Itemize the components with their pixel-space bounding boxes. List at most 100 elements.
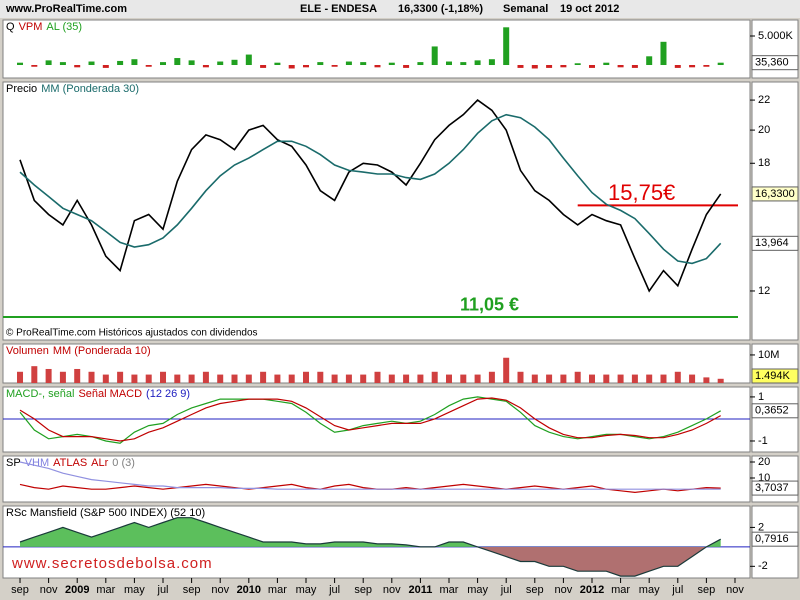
title-part: MACD-, señal <box>6 388 74 400</box>
title-part: VHM <box>25 457 49 469</box>
bar <box>417 374 424 383</box>
instrument: ELE - ENDESA <box>300 3 377 15</box>
panel-title: MACD-, señal Señal MACD (12 26 9) <box>6 388 190 400</box>
bar <box>660 41 667 66</box>
x-tick-label: sep <box>698 584 716 596</box>
bar <box>317 371 324 383</box>
bar <box>474 374 481 383</box>
bar <box>303 65 310 68</box>
level-label: 15,75€ <box>608 180 675 205</box>
watermark: www.secretosdebolsa.com <box>11 555 213 572</box>
panel-title: Precio MM (Ponderada 30) <box>6 83 139 95</box>
bar <box>45 368 52 383</box>
bar <box>546 65 553 68</box>
last-value-box <box>751 55 799 71</box>
panel-title: Volumen MM (Ponderada 10) <box>6 345 151 357</box>
bar <box>31 366 38 383</box>
last-value-box <box>751 403 799 419</box>
bar <box>288 374 295 383</box>
mm-value-label: 13,964 <box>755 237 789 249</box>
bar <box>488 371 495 383</box>
copyright: © ProRealTime.com Históricos ajustados c… <box>6 328 258 339</box>
bar <box>288 65 295 69</box>
x-tick-label: nov <box>383 584 401 596</box>
panel-title: Q VPM AL (35) <box>6 21 82 33</box>
area-down <box>477 547 707 577</box>
bar <box>202 65 209 68</box>
x-tick-label: jul <box>500 584 512 596</box>
title-part: Señal MACD <box>78 388 142 400</box>
x-tick-label: sep <box>183 584 201 596</box>
bar <box>631 65 638 68</box>
bar <box>546 374 553 383</box>
bar <box>560 374 567 383</box>
x-tick-label: jul <box>157 584 169 596</box>
x-tick-label: 2010 <box>237 584 261 596</box>
x-tick-label: nov <box>211 584 229 596</box>
bar <box>160 62 167 66</box>
bar <box>17 371 24 383</box>
y-tick-label: 1 <box>758 391 764 403</box>
area-up <box>20 517 721 547</box>
y-tick-label: 20 <box>758 124 770 136</box>
x-tick-label: 2012 <box>580 584 604 596</box>
x-tick-label: mar <box>96 584 115 596</box>
last-value-box <box>751 368 799 384</box>
series-line <box>19 517 721 577</box>
x-tick-label: nov <box>40 584 58 596</box>
title-part: AL (35) <box>46 21 82 33</box>
bar <box>689 65 696 68</box>
bar <box>45 60 52 66</box>
bar <box>174 58 181 66</box>
last-value-box <box>751 186 799 202</box>
bar <box>88 371 95 383</box>
panel-title: SP VHM ATLAS ALr 0 (3) <box>6 457 135 469</box>
bar <box>174 374 181 383</box>
title-part: Volumen <box>6 345 49 357</box>
last-value-box <box>751 531 799 547</box>
y-tick-label: 12 <box>758 285 770 297</box>
bar <box>202 371 209 383</box>
title-part: RSc Mansfield (S&P 500 INDEX) (52 10) <box>6 507 205 519</box>
last-value-label: 35,360 <box>755 57 789 69</box>
bar <box>531 65 538 69</box>
bar <box>303 371 310 383</box>
bar <box>331 374 338 383</box>
last-value-label: 0,3652 <box>755 405 789 417</box>
bar <box>117 60 124 66</box>
mm-value-box <box>751 235 799 251</box>
bar <box>717 62 724 66</box>
bar <box>274 374 281 383</box>
x-tick-label: sep <box>354 584 372 596</box>
bar <box>560 65 567 68</box>
bar <box>374 371 381 383</box>
date: 19 oct 2012 <box>560 3 619 15</box>
bar <box>360 62 367 66</box>
last-value-label: 3,7037 <box>755 482 789 494</box>
bar <box>517 65 524 68</box>
bar <box>488 59 495 66</box>
level-label: 11,05 € <box>460 295 519 315</box>
x-tick-label: 2009 <box>65 584 89 596</box>
bar <box>245 374 252 383</box>
bar <box>460 374 467 383</box>
series-line <box>19 396 721 444</box>
bar <box>145 374 152 383</box>
bar <box>603 62 610 66</box>
bar <box>31 65 38 67</box>
x-tick-label: sep <box>11 584 29 596</box>
title-part: ATLAS <box>53 457 87 469</box>
x-tick-label: mar <box>268 584 287 596</box>
bar <box>331 65 338 67</box>
bar <box>703 377 710 383</box>
bar <box>403 65 410 68</box>
bar <box>460 62 467 66</box>
series-line <box>19 99 722 293</box>
x-tick-label: nov <box>555 584 573 596</box>
bar <box>345 61 352 66</box>
bar <box>431 371 438 383</box>
bar <box>102 65 109 68</box>
bar <box>188 60 195 66</box>
bar <box>102 374 109 383</box>
